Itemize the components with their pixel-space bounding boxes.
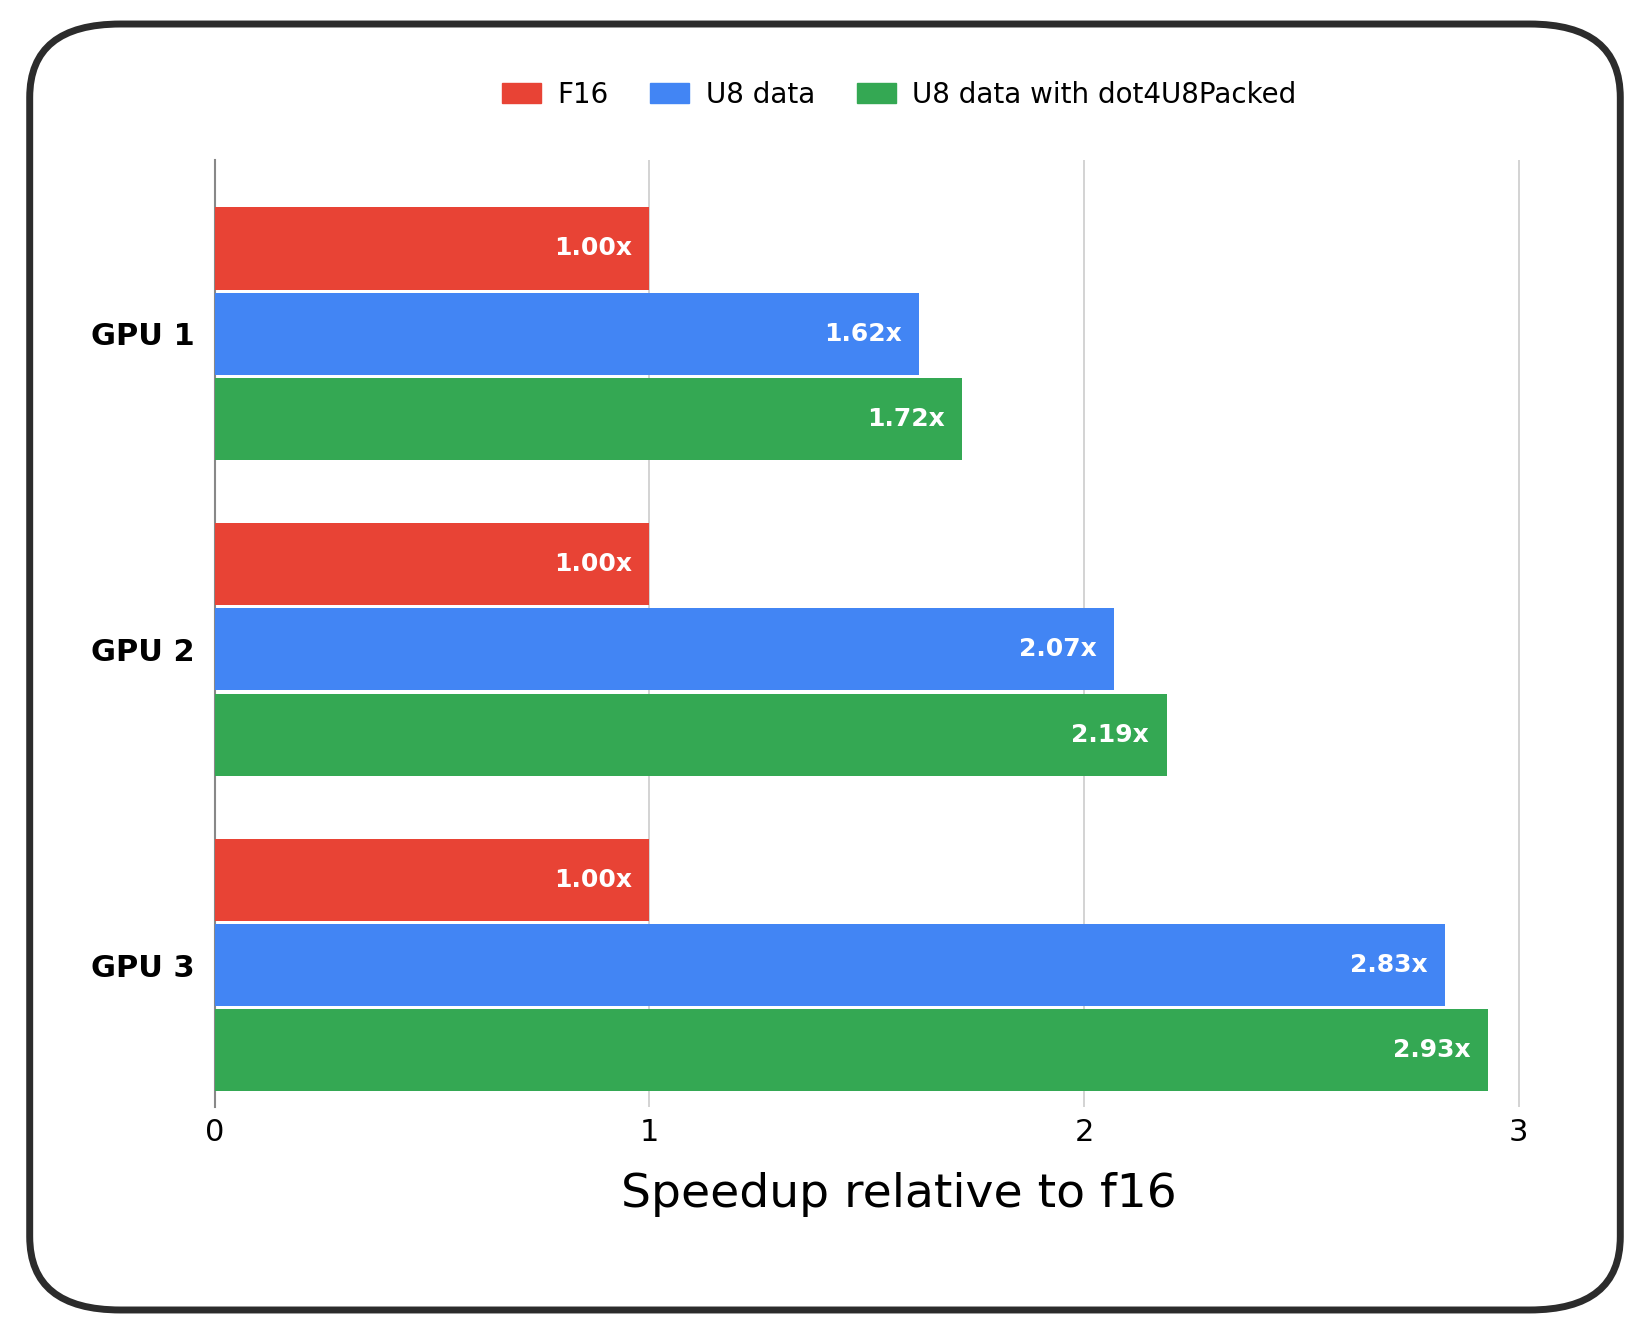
Text: 1.62x: 1.62x — [823, 321, 901, 346]
Bar — [214, 378, 962, 460]
Text: 1.00x: 1.00x — [554, 868, 632, 892]
Text: 2.19x: 2.19x — [1071, 723, 1150, 747]
Bar — [214, 694, 1167, 776]
Bar — [214, 608, 1114, 691]
Bar — [214, 523, 648, 606]
Bar — [214, 208, 648, 289]
Legend: F16, U8 data, U8 data with dot4U8Packed: F16, U8 data, U8 data with dot4U8Packed — [490, 69, 1308, 120]
Text: 1.00x: 1.00x — [554, 236, 632, 260]
Text: 2.83x: 2.83x — [1350, 954, 1427, 976]
Text: 2.93x: 2.93x — [1393, 1038, 1470, 1062]
Bar — [214, 1010, 1488, 1091]
Bar — [214, 924, 1445, 1006]
Bar — [214, 292, 919, 375]
Text: 1.00x: 1.00x — [554, 552, 632, 576]
Text: 2.07x: 2.07x — [1020, 638, 1097, 662]
Bar — [214, 839, 648, 920]
Text: 1.72x: 1.72x — [868, 407, 945, 431]
X-axis label: Speedup relative to f16: Speedup relative to f16 — [622, 1173, 1176, 1218]
